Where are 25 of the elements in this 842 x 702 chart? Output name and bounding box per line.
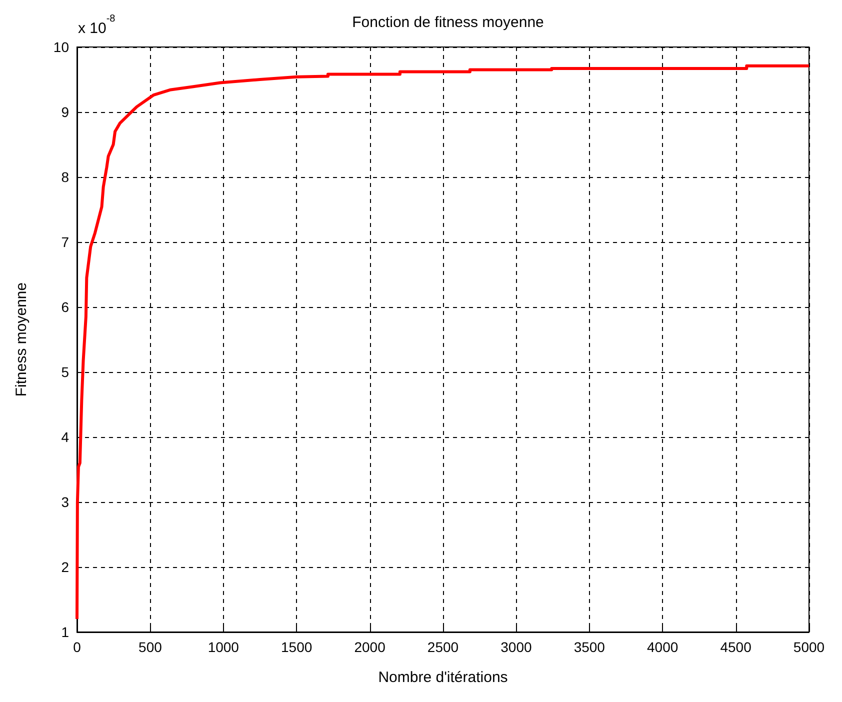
x-tick-label: 1500: [281, 639, 312, 655]
x-tick-label: 2000: [354, 639, 386, 655]
chart-title: Fonction de fitness moyenne: [352, 14, 544, 31]
y-tick-label: 4: [61, 429, 70, 445]
y-tick-label: 1: [61, 624, 70, 640]
y-tick-label: 2: [61, 559, 70, 575]
y-tick-label: 6: [61, 299, 70, 315]
y-tick-label: 8: [61, 169, 70, 185]
x-tick-label: 2500: [427, 639, 459, 655]
x-tick-label: 0: [73, 639, 82, 655]
y-tick-label: 5: [61, 364, 70, 380]
x-tick-label: 3500: [574, 639, 606, 655]
y-tick-label: 3: [61, 494, 70, 510]
x-tick-label: 500: [138, 639, 162, 655]
y-axis-title: Fitness moyenne: [13, 282, 30, 397]
x-tick-label: 3000: [500, 639, 532, 655]
y-tick-label: 10: [53, 39, 70, 55]
x-axis-title: Nombre d'itérations: [378, 669, 508, 686]
y-tick-label: 9: [61, 104, 70, 120]
x-tick-label: 1000: [208, 639, 240, 655]
x-tick-label: 5000: [793, 639, 825, 655]
line-series: [76, 64, 810, 620]
x-tick-label: 4000: [647, 639, 678, 655]
x-tick-label: 4500: [720, 639, 752, 655]
y-tick-label: 7: [61, 234, 70, 250]
